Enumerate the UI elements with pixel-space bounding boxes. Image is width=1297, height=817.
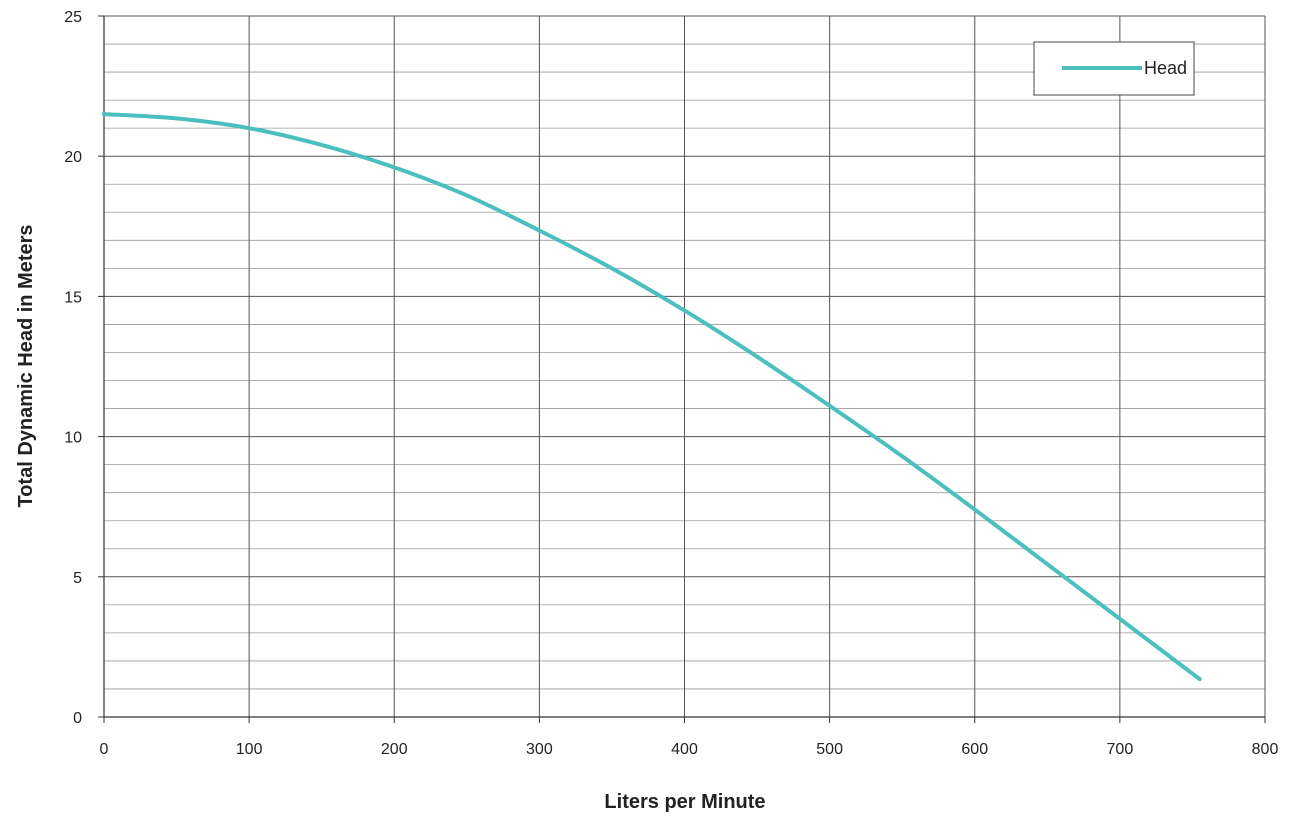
tick-labels: 0 5 10 15 20 25 0 100 200 300 400 500 600 700 800: [64, 9, 1278, 758]
legend: Head: [1033, 41, 1195, 96]
y-tick-label: 10: [64, 430, 82, 447]
x-tick-label: 500: [816, 741, 843, 758]
grid-lines: [104, 15, 1266, 717]
y-axis-title: Total Dynamic Head in Meters: [15, 224, 37, 507]
y-tick-label: 20: [64, 149, 82, 166]
series-lines: [102, 112, 1202, 682]
x-tick-label: 0: [100, 741, 109, 758]
x-tick-label: 600: [961, 741, 988, 758]
x-tick-label: 400: [671, 741, 698, 758]
x-axis-title: Liters per Minute: [604, 791, 765, 813]
x-tick-label: 200: [381, 741, 408, 758]
y-tick-label: 5: [73, 570, 82, 587]
x-tick-label: 800: [1252, 741, 1279, 758]
axes: [98, 15, 1266, 723]
y-tick-label: 15: [64, 289, 82, 306]
y-tick-label: 25: [64, 9, 82, 26]
legend-label-head: Head: [1144, 58, 1187, 78]
series-line-head: [102, 112, 1202, 682]
x-tick-label: 100: [236, 741, 263, 758]
x-tick-label: 700: [1107, 741, 1134, 758]
y-tick-label: 0: [73, 710, 82, 727]
x-tick-label: 300: [526, 741, 553, 758]
